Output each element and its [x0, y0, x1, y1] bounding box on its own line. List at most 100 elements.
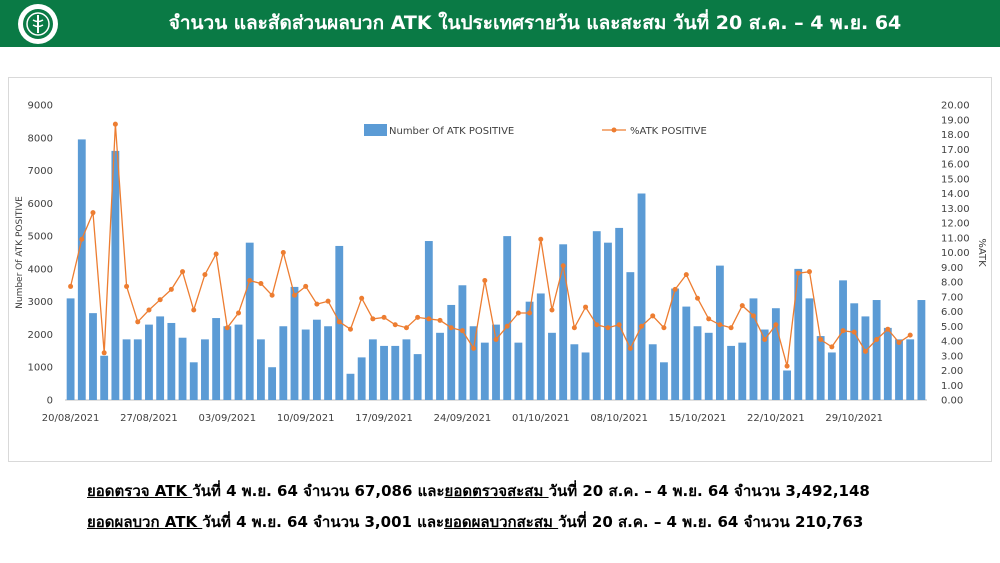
bar [749, 298, 758, 400]
bar [279, 326, 288, 400]
y-right-tick-label: 2.00 [941, 366, 963, 377]
moph-emblem-icon [18, 4, 58, 44]
line-point [504, 323, 510, 329]
bar [234, 324, 243, 400]
bar [816, 336, 825, 400]
bar [671, 288, 680, 400]
line-point [437, 317, 443, 323]
line-point [907, 332, 913, 338]
bar [559, 244, 568, 400]
bar [89, 313, 97, 400]
line-point [784, 363, 790, 369]
x-tick-label: 08/10/2021 [590, 413, 648, 424]
y-right-tick-label: 14.00 [941, 189, 970, 200]
x-tick-label: 22/10/2021 [747, 413, 805, 424]
bar [189, 362, 198, 400]
line-point [885, 326, 891, 332]
footer-cumulative-test-text: วันที่ 20 ส.ค. – 4 พ.ย. 64 จำนวน 3,492,1… [548, 482, 870, 500]
line-point [583, 304, 589, 310]
bar [268, 367, 277, 400]
y-right-tick-label: 1.00 [941, 381, 963, 392]
series-line-atk-percent [69, 124, 911, 367]
line-point [829, 344, 835, 350]
line-point [415, 314, 421, 320]
y-right-tick-label: 6.00 [941, 307, 963, 318]
line-point [706, 316, 712, 322]
bar [637, 193, 646, 400]
line-point [112, 121, 118, 127]
bar [604, 242, 612, 400]
bar [145, 324, 153, 400]
line-point [280, 250, 286, 255]
bar [839, 280, 847, 400]
line-point [806, 269, 812, 275]
line-point [750, 313, 756, 319]
page-title: จำนวน และสัดส่วนผลบวก ATK ในประเทศรายวัน… [168, 12, 902, 34]
line-point [224, 325, 230, 331]
footer-positive-text: วันที่ 4 พ.ย. 64 จำนวน 3,001 และ [202, 513, 445, 531]
bar [245, 242, 254, 400]
line-point [213, 251, 219, 257]
y-left-tick-label: 4000 [28, 264, 53, 275]
bar [917, 300, 926, 400]
bar [201, 339, 209, 400]
y-left-tick-label: 0 [47, 396, 53, 407]
bar [783, 370, 791, 400]
footer-cumulative-test-label: ยอดตรวจสะสม [444, 482, 549, 500]
bar [402, 339, 411, 400]
y-right-tick-label: 5.00 [941, 322, 963, 333]
line-point [303, 283, 309, 289]
line-point [594, 322, 600, 328]
y-right-tick-label: 10.00 [941, 248, 970, 259]
header-bar: จำนวน และสัดส่วนผลบวก ATK ในประเทศรายวัน… [0, 0, 1000, 47]
chart-panel: 0 1000 2000 3000 4000 5000 6000 7000 8000 9000 0.0… [8, 77, 992, 462]
legend-line-marker [611, 127, 617, 133]
bar [794, 268, 803, 400]
bar [368, 339, 377, 400]
line-point [381, 314, 387, 320]
bar [167, 322, 176, 400]
bar [301, 329, 310, 400]
line-point [448, 325, 454, 331]
line-point [840, 328, 846, 334]
line-point [896, 339, 902, 345]
y-left-tick-label: 2000 [28, 330, 53, 341]
x-tick-label: 01/10/2021 [512, 413, 570, 424]
bar [223, 326, 232, 400]
line-point [157, 297, 163, 303]
line-point [146, 307, 152, 313]
line-point [459, 328, 465, 334]
bar [212, 318, 221, 400]
y-left-tick-label: 5000 [28, 232, 53, 243]
bar [357, 357, 366, 400]
footer-positive-label: ยอดผลบวก ATK [87, 513, 203, 531]
line-point [862, 348, 868, 354]
bar [312, 319, 321, 400]
line-point [527, 310, 533, 316]
bar [648, 344, 657, 400]
y-right-axis-title: %ATK [976, 238, 987, 267]
bar [525, 301, 534, 400]
bar [458, 285, 467, 400]
bar [256, 339, 265, 400]
line-point [359, 295, 365, 301]
line-point [538, 236, 544, 242]
bar [682, 306, 691, 400]
y-left-tick-label: 8000 [28, 133, 53, 144]
line-point [191, 307, 197, 313]
line-point [426, 316, 432, 322]
line-point [851, 329, 857, 335]
footer-test-summary: ยอดตรวจ ATK วันที่ 4 พ.ย. 64 จำนวน 67,08… [87, 479, 870, 503]
line-point [101, 350, 107, 356]
line-point [762, 337, 768, 343]
line-point [549, 307, 555, 313]
legend-bar-swatch [364, 124, 387, 136]
line-point [392, 322, 398, 328]
line-point [135, 319, 141, 325]
bar [66, 298, 75, 400]
bar [346, 373, 355, 400]
y-right-tick-label: 4.00 [941, 337, 963, 348]
line-point [336, 319, 342, 325]
bar [447, 304, 456, 400]
bar [693, 326, 702, 400]
